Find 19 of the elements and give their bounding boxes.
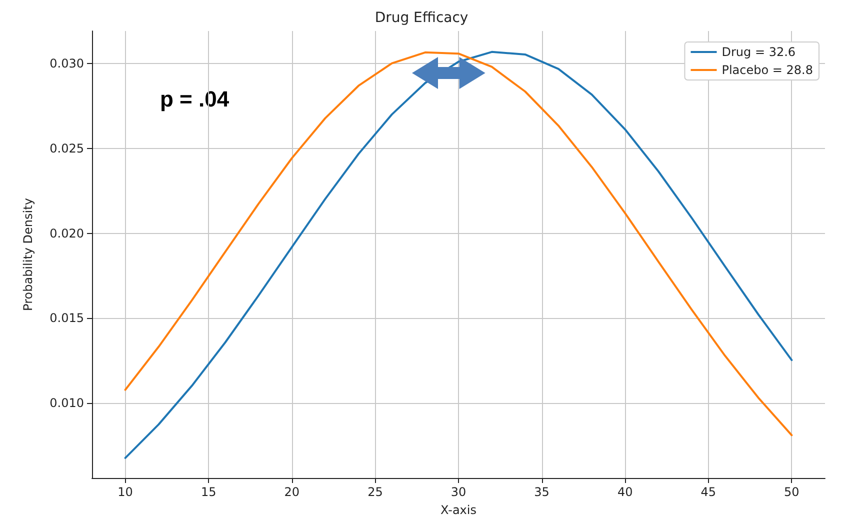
chart-title: Drug Efficacy [374,10,468,26]
x-tick-label: 20 [284,485,300,499]
y-axis-title: Probability Density [21,198,35,311]
x-tick-label: 15 [200,485,216,499]
legend-label: Drug = 32.6 [722,45,796,59]
x-axis-title: X-axis [440,503,476,517]
legend-label: Placebo = 28.8 [722,63,813,77]
x-tick-label: 40 [617,485,633,499]
y-tick-label: 0.015 [50,311,84,326]
x-tick-label: 25 [368,485,383,499]
x-tick-label: 45 [700,485,716,499]
x-tick-label: 10 [118,485,133,499]
x-tick-label: 30 [450,485,466,499]
y-tick-label: 0.030 [50,56,84,70]
x-tick-label: 35 [534,485,550,499]
y-tick-label: 0.025 [50,141,84,156]
y-tick-label: 0.020 [50,226,84,240]
x-tick-label: 50 [784,485,800,499]
y-tick-label: 0.010 [50,396,84,410]
